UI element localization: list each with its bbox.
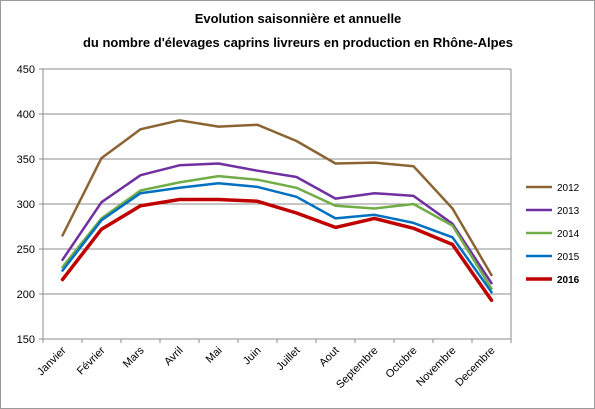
x-tick-label: Avril bbox=[162, 345, 185, 368]
x-tick-label: Mai bbox=[204, 345, 225, 366]
x-tick-label: Janvier bbox=[35, 344, 69, 378]
legend-label-2016: 2016 bbox=[557, 275, 580, 286]
legend-label-2015: 2015 bbox=[557, 252, 580, 263]
x-axis-ticks: Janvier Février Mars Avril Mai Juin Juillet Aou… bbox=[35, 339, 512, 392]
series-line-2016 bbox=[60, 197, 494, 303]
legend-label-2014: 2014 bbox=[557, 229, 580, 240]
y-tick-label: 400 bbox=[17, 109, 35, 121]
series-line-2015 bbox=[61, 182, 493, 294]
x-tick-label: Decembre bbox=[453, 345, 497, 389]
series-lines bbox=[60, 119, 494, 303]
y-tick-label: 300 bbox=[17, 199, 35, 211]
y-tick-label: 250 bbox=[17, 244, 35, 256]
chart-title-line-1: Evolution saisonnière et annuelle bbox=[195, 11, 402, 26]
x-tick-label: Novembre bbox=[414, 345, 458, 389]
chart-title-line-2: du nombre d'élevages caprins livreurs en… bbox=[83, 35, 513, 50]
x-tick-label: Aout bbox=[317, 345, 341, 369]
x-tick-label: Juin bbox=[241, 345, 264, 368]
x-tick-label: Mars bbox=[121, 344, 147, 370]
legend-label-2013: 2013 bbox=[557, 206, 580, 217]
y-tick-label: 350 bbox=[17, 154, 35, 166]
x-tick-label: Octobre bbox=[383, 345, 419, 381]
x-tick-label: Février bbox=[75, 344, 108, 377]
y-axis-ticks: 150 200 250 300 350 400 450 bbox=[17, 64, 43, 346]
x-tick-label: Septembre bbox=[334, 345, 381, 392]
legend: 2012 2013 2014 2015 2016 bbox=[526, 183, 580, 286]
y-tick-label: 200 bbox=[17, 289, 35, 301]
grid-lines bbox=[42, 68, 512, 340]
y-tick-label: 150 bbox=[17, 334, 35, 346]
x-tick-label: Juillet bbox=[274, 345, 302, 373]
series-line-2013 bbox=[61, 162, 493, 285]
y-tick-label: 450 bbox=[17, 64, 35, 76]
series-line-2014 bbox=[61, 174, 493, 290]
series-line-2012 bbox=[61, 119, 493, 277]
legend-label-2012: 2012 bbox=[557, 183, 580, 194]
